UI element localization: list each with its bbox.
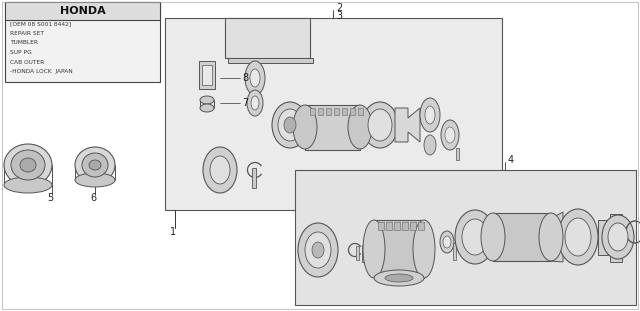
Bar	[199, 61, 215, 89]
Ellipse shape	[89, 160, 101, 170]
Text: SUP PG: SUP PG	[10, 50, 32, 55]
Ellipse shape	[424, 135, 436, 155]
Polygon shape	[295, 170, 636, 305]
Ellipse shape	[200, 104, 214, 112]
Text: 6: 6	[90, 193, 96, 203]
Ellipse shape	[425, 106, 435, 124]
Ellipse shape	[385, 274, 413, 282]
Bar	[202, 65, 212, 85]
Ellipse shape	[565, 218, 591, 256]
Bar	[394, 222, 400, 230]
Text: 1: 1	[170, 227, 176, 237]
Ellipse shape	[245, 61, 265, 95]
Text: TUMBLER: TUMBLER	[10, 40, 38, 45]
Bar	[374, 220, 424, 278]
Text: [OEM 08 S001 8442]: [OEM 08 S001 8442]	[10, 21, 71, 26]
Ellipse shape	[481, 213, 505, 261]
Ellipse shape	[203, 147, 237, 193]
Bar	[305, 105, 360, 150]
Bar	[453, 243, 456, 260]
Bar	[310, 108, 315, 115]
Text: 2: 2	[336, 3, 342, 13]
Polygon shape	[395, 108, 420, 142]
Ellipse shape	[455, 210, 495, 264]
Polygon shape	[598, 214, 622, 262]
Ellipse shape	[250, 69, 260, 87]
Ellipse shape	[284, 117, 296, 133]
Ellipse shape	[247, 90, 263, 116]
Ellipse shape	[368, 109, 392, 141]
Bar	[326, 108, 331, 115]
Ellipse shape	[539, 213, 563, 261]
Text: REPAIR SET: REPAIR SET	[10, 31, 44, 36]
Bar	[318, 108, 323, 115]
Ellipse shape	[374, 270, 424, 286]
Ellipse shape	[278, 109, 302, 141]
Ellipse shape	[413, 220, 435, 278]
Text: 5: 5	[47, 193, 53, 203]
Text: 8: 8	[242, 73, 248, 83]
Polygon shape	[165, 18, 502, 210]
Bar	[350, 108, 355, 115]
Ellipse shape	[82, 153, 108, 177]
Bar	[386, 222, 392, 230]
Polygon shape	[550, 212, 563, 262]
Bar	[410, 222, 416, 230]
Ellipse shape	[363, 220, 385, 278]
Bar	[334, 108, 339, 115]
Ellipse shape	[305, 232, 331, 268]
Ellipse shape	[4, 144, 52, 186]
Text: 7: 7	[242, 98, 248, 108]
Bar	[402, 222, 408, 230]
Ellipse shape	[210, 156, 230, 184]
Bar	[456, 148, 459, 160]
Ellipse shape	[298, 223, 338, 277]
Bar	[493, 213, 551, 261]
Ellipse shape	[251, 96, 259, 110]
Bar	[358, 108, 363, 115]
Ellipse shape	[558, 209, 598, 265]
Ellipse shape	[443, 236, 451, 248]
Ellipse shape	[445, 127, 455, 143]
Ellipse shape	[441, 120, 459, 150]
Ellipse shape	[11, 150, 45, 180]
Ellipse shape	[293, 105, 317, 149]
Polygon shape	[362, 245, 374, 262]
Ellipse shape	[462, 219, 488, 255]
Polygon shape	[228, 58, 313, 63]
Bar	[378, 222, 384, 230]
Ellipse shape	[75, 173, 115, 187]
Ellipse shape	[75, 147, 115, 183]
Text: -HONDA LOCK  JAPAN: -HONDA LOCK JAPAN	[10, 69, 73, 74]
Bar	[5, 2, 160, 82]
Ellipse shape	[4, 177, 52, 193]
Text: CAB OUTER: CAB OUTER	[10, 59, 44, 64]
Bar	[418, 222, 424, 230]
Ellipse shape	[348, 105, 372, 149]
Polygon shape	[225, 18, 310, 58]
Bar	[342, 108, 347, 115]
Ellipse shape	[362, 102, 398, 148]
Ellipse shape	[20, 158, 36, 172]
Ellipse shape	[312, 242, 324, 258]
Ellipse shape	[200, 96, 214, 104]
Ellipse shape	[608, 223, 628, 251]
Bar	[5, 2, 160, 20]
Ellipse shape	[602, 215, 634, 259]
Ellipse shape	[440, 231, 454, 253]
Text: 4: 4	[508, 155, 514, 165]
Bar	[252, 168, 256, 188]
Bar	[356, 246, 359, 260]
Text: 3: 3	[336, 11, 342, 21]
Text: HONDA: HONDA	[60, 6, 106, 16]
Ellipse shape	[272, 102, 308, 148]
Ellipse shape	[420, 98, 440, 132]
